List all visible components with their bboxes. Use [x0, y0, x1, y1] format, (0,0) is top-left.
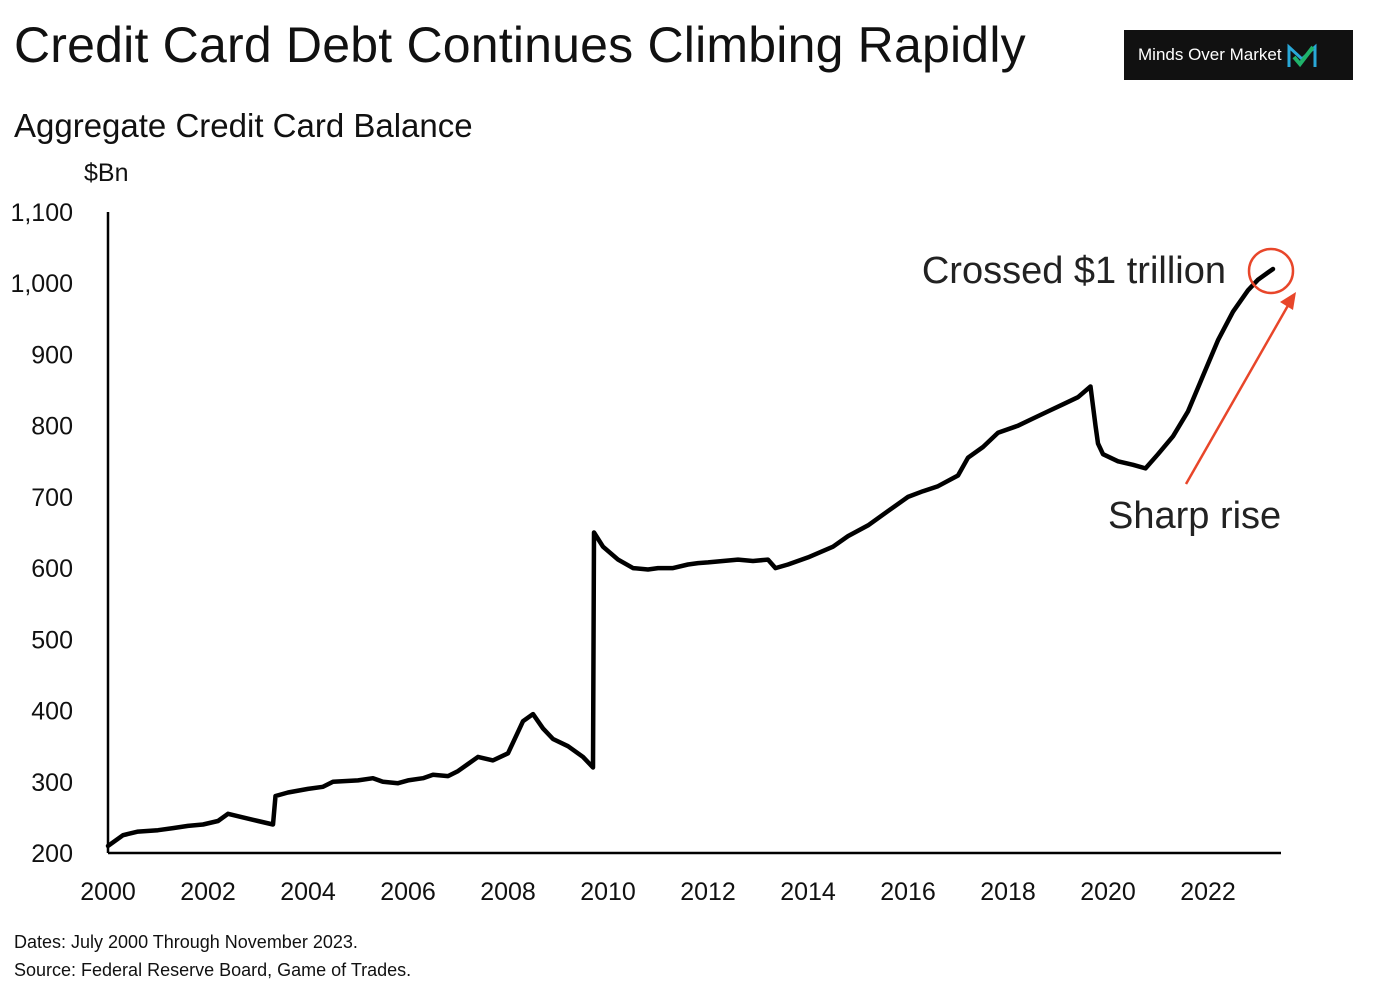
chart-notes: Dates: July 2000 Through November 2023. …	[14, 928, 411, 984]
brand-logo: Minds Over Market	[1124, 30, 1353, 80]
x-tick-label: 2022	[1180, 878, 1236, 906]
y-tick-label: 900	[31, 341, 73, 369]
highlight-circle	[1247, 247, 1295, 295]
x-tick-label: 2004	[280, 878, 336, 906]
annotation-label: Crossed $1 trillion	[922, 250, 1226, 292]
x-tick-label: 2012	[680, 878, 736, 906]
arrow-line	[1184, 301, 1292, 485]
x-tick-label: 2000	[80, 878, 136, 906]
chart-subtitle: Aggregate Credit Card Balance	[14, 107, 473, 144]
y-tick-label: 1,100	[10, 199, 73, 227]
y-tick-label: 700	[31, 484, 73, 512]
source-note: Source: Federal Reserve Board, Game of T…	[14, 960, 412, 980]
y-tick-label: 1,000	[10, 270, 73, 298]
y-tick-label: 400	[31, 698, 73, 726]
check-m-icon	[1287, 43, 1317, 68]
x-tick-label: 2018	[980, 878, 1036, 906]
logo-text: Minds Over Market	[1138, 45, 1282, 64]
y-tick-label: 200	[31, 840, 73, 868]
chart-title: Credit Card Debt Continues Climbing Rapi…	[14, 17, 1026, 73]
x-tick-label: 2016	[880, 878, 936, 906]
series-line	[105, 266, 1276, 849]
arrow-head	[1280, 292, 1296, 310]
y-tick-label: 600	[31, 555, 73, 583]
x-tick-label: 2006	[380, 878, 436, 906]
dates-note: Dates: July 2000 Through November 2023.	[14, 932, 358, 952]
x-tick-label: 2010	[580, 878, 636, 906]
x-tick-label: 2020	[1080, 878, 1136, 906]
y-tick-label: 300	[31, 769, 73, 797]
x-tick-label: 2002	[180, 878, 236, 906]
x-tick-label: 2008	[480, 878, 536, 906]
y-axis-label: $Bn	[84, 159, 128, 187]
chart: $Bn 200 300 400 500 600 700 800 900 1,000 1,100 200…	[10, 159, 1296, 906]
annotation-label: Sharp rise	[1108, 495, 1281, 537]
x-tick-label: 2014	[780, 878, 836, 906]
y-tick-label: 800	[31, 413, 73, 441]
y-tick-label: 500	[31, 626, 73, 654]
